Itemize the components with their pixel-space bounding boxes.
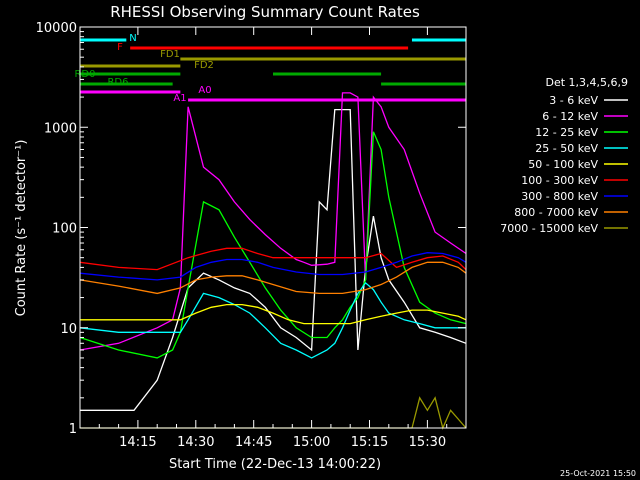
state-bar-label-3: FD2 [194, 60, 214, 71]
x-tick-label-0: 14:15 [119, 435, 156, 450]
state-bar-label-1: F [117, 42, 123, 53]
legend-label-5: 100 - 300 keV [521, 174, 598, 187]
legend-label-3: 25 - 50 keV [535, 142, 598, 155]
series-line-4 [80, 303, 467, 325]
x-axis-label: Start Time (22-Dec-13 14:00:22) [169, 457, 381, 472]
series-line-5 [79, 247, 467, 271]
plot-frame [79, 26, 467, 429]
axes-group: 14:15 14:30 14:45 15:00 15:15 15:30 1 10 100 1000… [36, 21, 466, 450]
state-bar-label-0: N [129, 33, 136, 44]
plot-series-group [79, 92, 467, 430]
series-line-3 [79, 281, 466, 359]
legend-label-2: 12 - 25 keV [535, 126, 598, 139]
series-line-1 [79, 92, 467, 351]
x-tick-label-3: 15:00 [293, 435, 330, 450]
y-tick-label-1: 10 [60, 322, 77, 337]
state-bar-label-2: FD1 [160, 49, 180, 60]
series-line-6 [79, 252, 467, 281]
legend-label-0: 3 - 6 keV [549, 94, 598, 107]
y-tick-label-4: 10000 [36, 21, 77, 36]
state-bar-label-5: RD6 [107, 77, 128, 88]
legend-label-8: 7000 - 15000 keV [500, 222, 598, 235]
x-tick-label-5: 15:30 [409, 435, 446, 450]
y-tick-label-2: 100 [52, 222, 77, 237]
legend-label-4: 50 - 100 keV [528, 158, 598, 171]
legend-label-6: 300 - 800 keV [521, 190, 598, 203]
y-axis-label: Count Rate (s⁻¹ detector⁻¹) [14, 140, 29, 317]
state-bar-label-7: A0 [198, 85, 211, 96]
legend-label-1: 6 - 12 keV [542, 110, 598, 123]
chart-title: RHESSI Observing Summary Count Rates [110, 3, 420, 21]
x-tick-label-4: 15:15 [351, 435, 388, 450]
legend-title: Det 1,3,4,5,6,9 [545, 76, 628, 89]
series-line-0 [80, 108, 467, 411]
state-bar-label-4: RD0 [74, 69, 95, 80]
legend: Det 1,3,4,5,6,9 3 - 6 keV 6 - 12 keV 12 - … [500, 76, 628, 235]
series-line-7 [79, 261, 467, 295]
series-line-2 [79, 131, 467, 359]
state-bar-label-6: A1 [173, 93, 186, 104]
x-tick-label-1: 14:30 [177, 435, 214, 450]
legend-label-7: 800 - 7000 keV [514, 206, 598, 219]
x-tick-label-2: 14:45 [235, 435, 272, 450]
y-tick-label-0: 1 [69, 422, 77, 437]
y-tick-label-3: 1000 [44, 121, 77, 136]
timestamp: 25-Oct-2021 15:50 [560, 469, 636, 478]
state-bars-group: NF FD1 FD2 RD0 RD6 A1 A0 [74, 33, 466, 104]
